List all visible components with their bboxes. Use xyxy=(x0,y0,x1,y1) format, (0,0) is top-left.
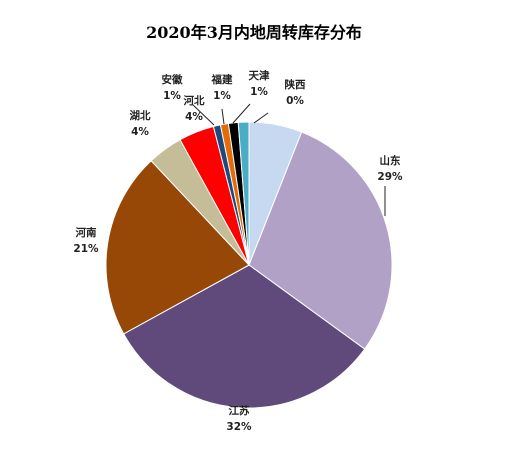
slice-percent-label: 0% xyxy=(286,95,304,107)
leader-line xyxy=(221,108,225,125)
slice-percent-label: 4% xyxy=(131,126,149,138)
slice-category-label: 福建 xyxy=(211,73,233,86)
pie-slice xyxy=(123,264,366,409)
slice-category-label: 湖北 xyxy=(130,109,151,122)
slice-category-label: 河北 xyxy=(184,94,205,107)
leader-line xyxy=(253,112,269,124)
slice-category-label: 河南 xyxy=(76,226,97,239)
pie-slice xyxy=(237,121,250,266)
chart-title: 2020年3月内地周转库存分布 xyxy=(146,23,362,42)
slice-category-label: 天津 xyxy=(249,69,270,82)
slice-category-label: 江苏 xyxy=(229,404,250,417)
slice-percent-label: 1% xyxy=(213,90,231,102)
leader-line xyxy=(232,103,251,124)
slice-percent-label: 29% xyxy=(377,171,403,183)
pie-slice xyxy=(248,131,393,350)
pie-slice xyxy=(105,160,250,335)
slice-percent-label: 1% xyxy=(250,86,268,98)
slice-labels: 陕西 0% 山东 29% 江苏 32% 河南 21% 湖北 4% 河北 4% 安徽 1% 福建 1% 天津 1% xyxy=(73,69,403,433)
slice-percent-label: 1% xyxy=(163,90,181,102)
slice-percent-label: 32% xyxy=(226,421,252,433)
pie-slices xyxy=(105,121,393,409)
leader-lines xyxy=(191,103,386,216)
slice-category-label: 安徽 xyxy=(162,73,183,86)
slice-percent-label: 4% xyxy=(185,111,203,123)
leader-line xyxy=(191,103,215,126)
slice-percent-label: 21% xyxy=(73,243,99,255)
slice-category-label: 陕西 xyxy=(285,78,306,91)
slice-category-label: 山东 xyxy=(380,154,401,167)
